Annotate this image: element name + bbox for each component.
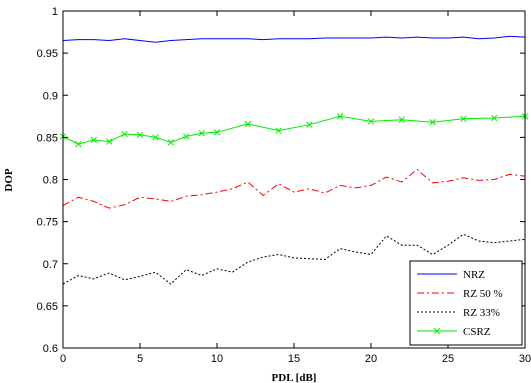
point-stroke bbox=[491, 114, 498, 122]
x-tick-label: 20 bbox=[365, 353, 377, 365]
point-stroke bbox=[198, 130, 205, 137]
point-stroke bbox=[367, 118, 375, 125]
series-point-csrz bbox=[306, 121, 313, 128]
series-layer bbox=[59, 35, 529, 285]
x-tick-label: 15 bbox=[288, 353, 300, 365]
series-point-csrz bbox=[337, 113, 344, 120]
y-axis-title: DOP bbox=[3, 168, 15, 192]
tick-layer: 0 5 10 15 20 25 30 0.6 0.65 0.7 0.75 0.8 0.85 0.9 0.95… bbox=[37, 6, 531, 365]
point-stroke bbox=[244, 120, 251, 128]
series-point-csrz bbox=[183, 133, 190, 140]
legend-label-rz-50: RZ 50 % bbox=[463, 288, 503, 300]
series-line-rz-50 bbox=[62, 168, 526, 209]
point-stroke bbox=[167, 139, 174, 146]
x-tick-label: 25 bbox=[442, 353, 454, 365]
point-stroke bbox=[306, 121, 313, 128]
series-line-nrz bbox=[62, 35, 526, 43]
x-tick-label: 5 bbox=[137, 353, 143, 365]
series-point-csrz bbox=[90, 136, 97, 144]
y-tick-label: 0.75 bbox=[37, 217, 58, 229]
point-stroke bbox=[275, 127, 282, 134]
y-tick-label: 0.8 bbox=[43, 175, 58, 187]
point-stroke bbox=[398, 116, 405, 123]
series-point-csrz bbox=[213, 129, 221, 136]
series-point-csrz bbox=[367, 118, 375, 125]
series-point-csrz bbox=[429, 119, 436, 126]
series-point-csrz bbox=[398, 116, 405, 123]
series-point-csrz bbox=[275, 127, 282, 134]
y-tick-label: 0.9 bbox=[43, 90, 58, 102]
point-stroke bbox=[213, 129, 221, 136]
legend-marker bbox=[433, 327, 441, 335]
point-stroke bbox=[460, 115, 467, 122]
point-stroke bbox=[152, 134, 159, 141]
y-tick-label: 0.6 bbox=[43, 343, 58, 355]
series-point-csrz bbox=[491, 114, 498, 122]
x-tick-label: 10 bbox=[211, 353, 223, 365]
legend-label-rz-33: RZ 33% bbox=[463, 307, 500, 319]
series-point-csrz bbox=[75, 140, 82, 148]
point-stroke bbox=[121, 130, 128, 138]
series-point-csrz bbox=[121, 130, 128, 138]
x-tick-label: 0 bbox=[60, 353, 66, 365]
point-stroke bbox=[75, 140, 82, 148]
point-stroke bbox=[106, 138, 113, 145]
legend: NRZ RZ 50 % RZ 33% CSRZ bbox=[409, 260, 523, 346]
series-point-csrz bbox=[460, 115, 467, 122]
point-stroke bbox=[136, 131, 144, 139]
y-tick-label: 0.95 bbox=[37, 48, 58, 60]
series-point-csrz bbox=[167, 139, 174, 146]
series-line-rz-33 bbox=[62, 233, 526, 285]
series-point-csrz bbox=[198, 130, 205, 137]
x-tick-label: 30 bbox=[519, 353, 531, 365]
y-tick-label: 0.85 bbox=[37, 132, 58, 144]
point-stroke bbox=[429, 119, 436, 126]
legend-label-nrz: NRZ bbox=[463, 269, 485, 281]
point-stroke bbox=[183, 133, 190, 140]
y-tick-label: 0.65 bbox=[37, 301, 58, 313]
legend-label-csrz: CSRZ bbox=[463, 326, 491, 338]
point-stroke bbox=[90, 136, 97, 144]
y-tick-label: 0.7 bbox=[43, 259, 58, 271]
series-point-csrz bbox=[152, 134, 159, 141]
series-point-csrz bbox=[136, 131, 144, 139]
x-axis-title: PDL [dB] bbox=[272, 372, 317, 383]
series-point-csrz bbox=[244, 120, 251, 128]
series-point-csrz bbox=[106, 138, 113, 145]
y-tick-label: 1 bbox=[52, 6, 58, 18]
point-stroke bbox=[337, 113, 344, 120]
